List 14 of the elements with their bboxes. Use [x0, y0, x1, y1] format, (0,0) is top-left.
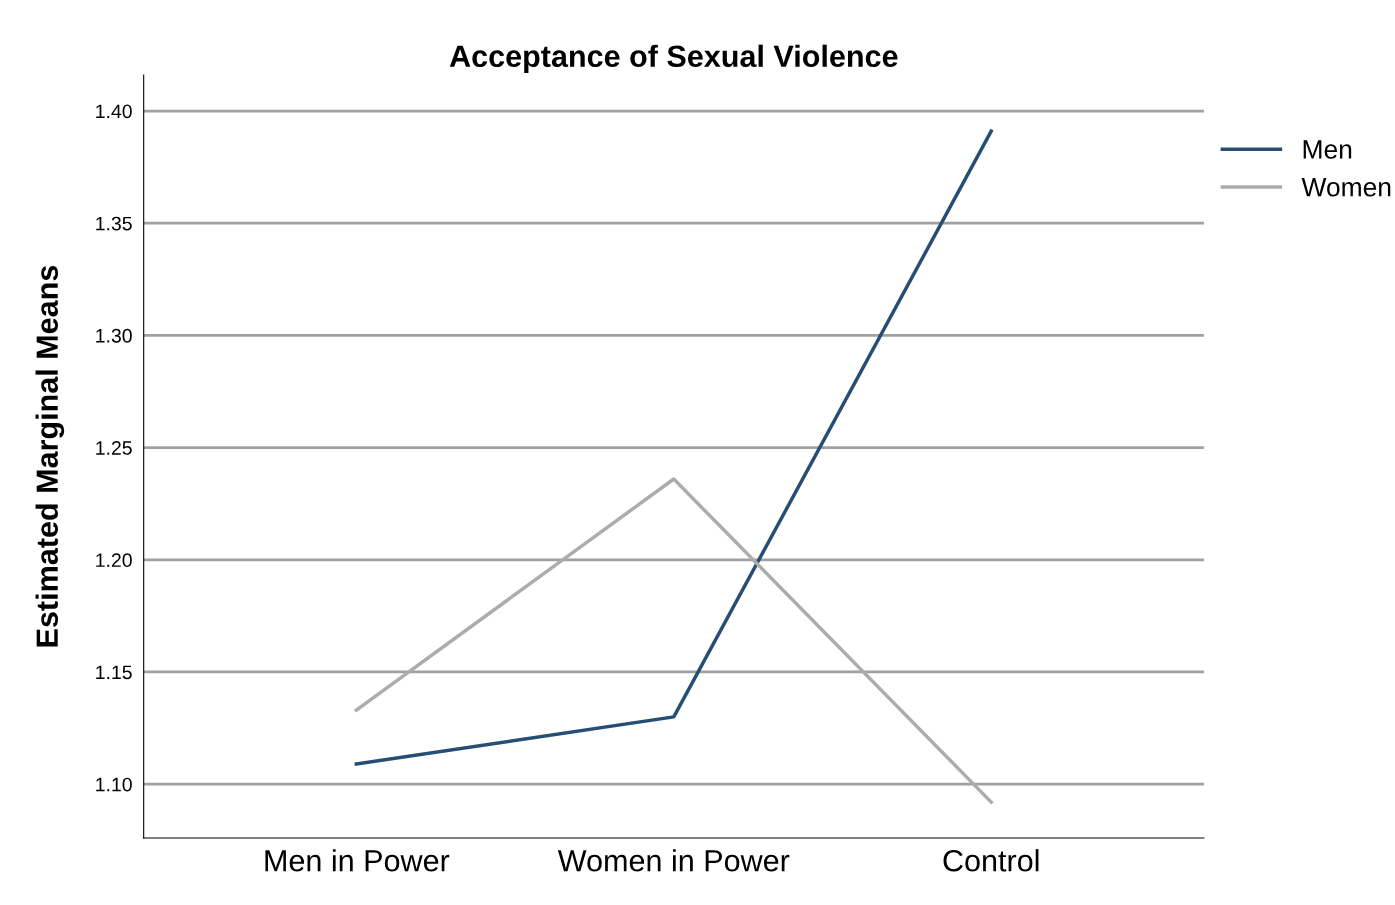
legend-label: Men — [1303, 140, 1352, 159]
legend-label: Women — [1301, 178, 1391, 197]
x-tick-label: Women in Power — [557, 849, 790, 872]
x-tick-label: Men in Power — [265, 849, 450, 872]
x-tick-label: Control — [943, 849, 1039, 872]
y-tick-label: 1.20 — [96, 553, 132, 568]
y-tick-label: 1.35 — [96, 216, 132, 231]
chart-title: Acceptance of Sexual Violence — [449, 44, 898, 74]
y-tick-label: 1.40 — [96, 104, 132, 119]
y-tick-label: 1.25 — [96, 441, 132, 455]
y-axis-title: Estimated Marginal Means — [35, 265, 65, 647]
y-tick-label: 1.15 — [96, 665, 132, 680]
y-tick-label: 1.10 — [96, 777, 132, 792]
y-tick-label: 1.30 — [96, 328, 132, 343]
